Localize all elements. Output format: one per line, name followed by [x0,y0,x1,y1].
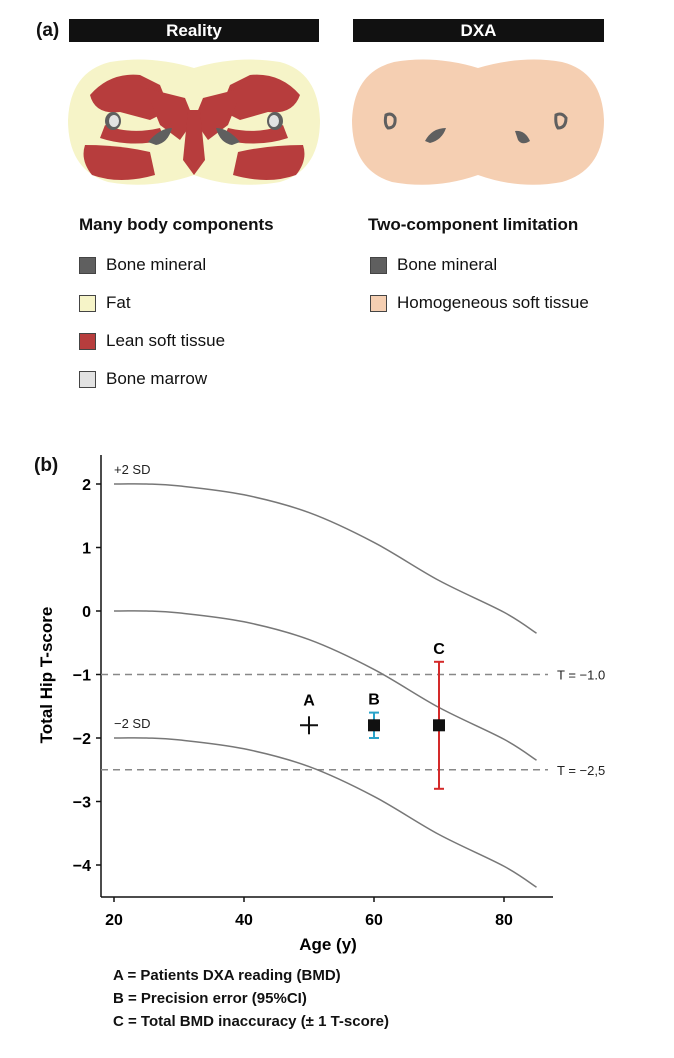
legend-item-bone-marrow: Bone marrow [79,369,225,389]
legend-label: Fat [106,293,131,312]
panel-a-label: (a) [36,20,60,41]
y-axis-label: Total Hip T-score [37,607,56,744]
legend-item-fat: Fat [79,293,225,313]
dxa-legend: Bone mineral Homogeneous soft tissue [370,255,589,313]
legend-label: Bone marrow [106,369,208,388]
reference-line-label: T = −1.0 [557,668,605,683]
point-c [433,719,445,732]
swatch [370,294,387,312]
reference-line-label: T = −2,5 [557,763,605,778]
dxa-legend-title: Two-component limitation [368,215,579,234]
swatch [79,294,96,312]
footnote-c: C = Total BMD inaccuracy (± 1 T-score) [113,1013,389,1030]
point-label-a: A [303,692,315,709]
dxa-header: DXA [353,19,604,42]
y-tick-label: −3 [73,795,91,812]
x-tick-label: 40 [235,912,253,929]
point-label-b: B [368,692,380,709]
footnotes: A = Patients DXA reading (BMD) B = Preci… [113,964,389,1033]
y-tick-label: −1 [73,668,91,685]
panel-b-label: (b) [34,455,59,476]
curve-mean [113,610,537,761]
reality-header: Reality [69,19,319,42]
y-tick-label: −2 [73,731,91,748]
dxa-cross-section [352,59,604,185]
reality-cross-section [68,59,320,185]
curve--2-sd [113,737,537,888]
reality-legend: Bone mineral Fat Lean soft tissue Bone m… [79,255,225,389]
legend-label: Homogeneous soft tissue [397,293,589,312]
footnote-a: A = Patients DXA reading (BMD) [113,967,341,984]
reality-legend-title: Many body components [79,215,274,234]
y-tick-label: 1 [82,541,91,558]
y-tick-label: −4 [73,858,91,875]
point-label-c: C [433,641,445,658]
x-tick-label: 80 [495,912,513,929]
x-axis-label: Age (y) [299,935,357,954]
swatch [79,256,96,274]
curve-label: +2 SD [114,462,151,477]
x-tick-label: 20 [105,912,123,929]
y-tick-label: 2 [82,477,91,494]
swatch [370,256,387,274]
curve--2-sd [113,483,537,634]
y-tick-label: 0 [82,604,91,621]
curve-label: −2 SD [114,716,151,731]
legend-item-bone-mineral: Bone mineral [370,255,589,275]
legend-label: Lean soft tissue [106,331,226,350]
footnote-b: B = Precision error (95%CI) [113,990,307,1007]
point-b [368,719,380,732]
swatch [79,370,96,388]
swatch [79,332,96,350]
x-tick-label: 60 [365,912,383,929]
legend-label: Bone mineral [106,255,207,274]
legend-item-lean-soft-tissue: Lean soft tissue [79,331,225,351]
cross-section-diagrams [68,59,604,185]
legend-item-bone-mineral: Bone mineral [79,255,225,275]
legend-label: Bone mineral [397,255,498,274]
legend-item-homogeneous-soft-tissue: Homogeneous soft tissue [370,293,589,313]
